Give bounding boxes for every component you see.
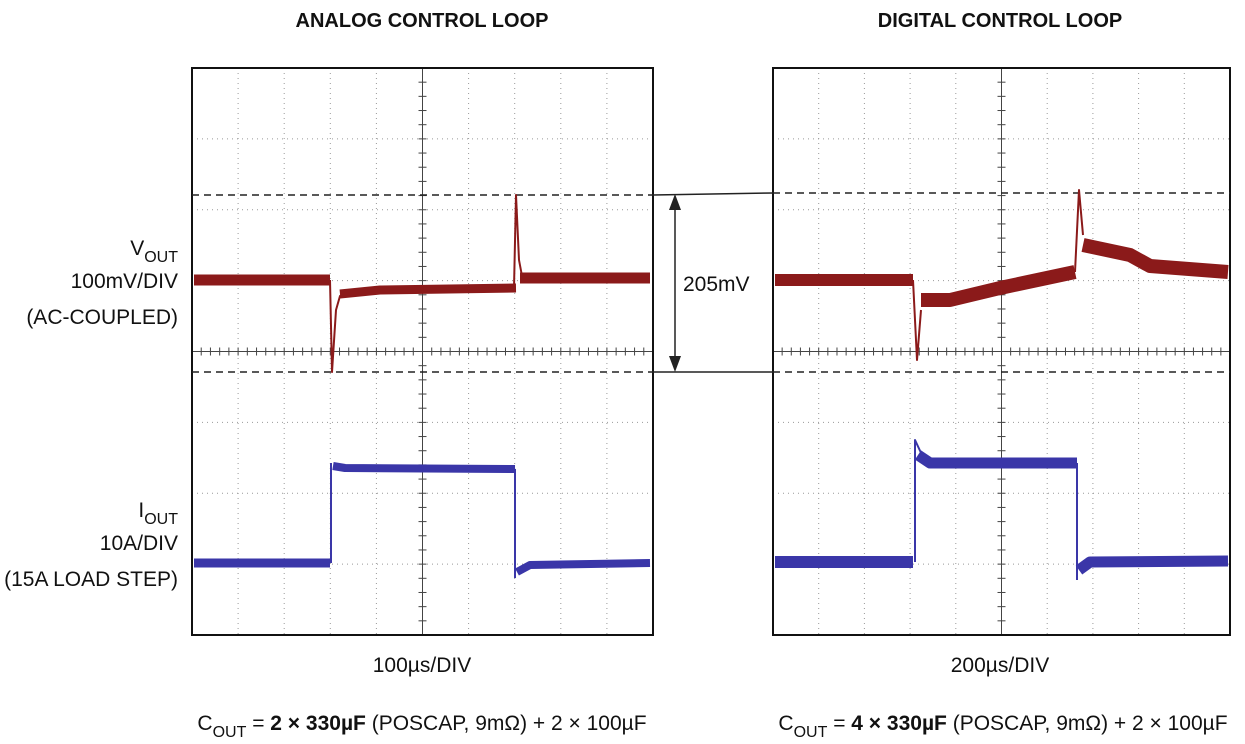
iout-trace xyxy=(517,563,650,572)
vout-trace xyxy=(340,288,516,294)
vout-scale: 100mV/DIV xyxy=(71,270,178,293)
vout-note: (AC-COUPLED) xyxy=(26,306,178,329)
traces xyxy=(194,190,1228,580)
vout-trace xyxy=(1083,245,1228,272)
iout-trace xyxy=(918,455,1077,463)
iout-label: IOUT xyxy=(138,499,178,528)
vout-trace xyxy=(921,272,1075,300)
caption: COUT = 2 × 330µF (POSCAP, 9mΩ) + 2 × 100… xyxy=(197,712,646,741)
iout-trace xyxy=(1079,561,1228,570)
vout-trace xyxy=(913,280,921,360)
iout-trace xyxy=(333,466,515,469)
figure: ANALOG CONTROL LOOP DIGITAL CONTROL LOOP… xyxy=(0,0,1245,744)
vout-label: VOUT xyxy=(130,237,178,266)
caption: COUT = 4 × 330µF (POSCAP, 9mΩ) + 2 × 100… xyxy=(778,712,1227,741)
panel-title: ANALOG CONTROL LOOP xyxy=(296,10,549,32)
vout-trace xyxy=(1075,190,1083,272)
panel-title: DIGITAL CONTROL LOOP xyxy=(878,10,1122,32)
timebase: 100µs/DIV xyxy=(373,654,471,677)
timebase: 200µs/DIV xyxy=(951,654,1049,677)
page: ANALOG CONTROL LOOP DIGITAL CONTROL LOOP… xyxy=(0,0,1245,744)
iout-note: (15A LOAD STEP) xyxy=(4,568,178,591)
iout-scale: 10A/DIV xyxy=(100,532,178,555)
grids xyxy=(192,68,1230,635)
annotation: 205mV xyxy=(683,273,750,296)
